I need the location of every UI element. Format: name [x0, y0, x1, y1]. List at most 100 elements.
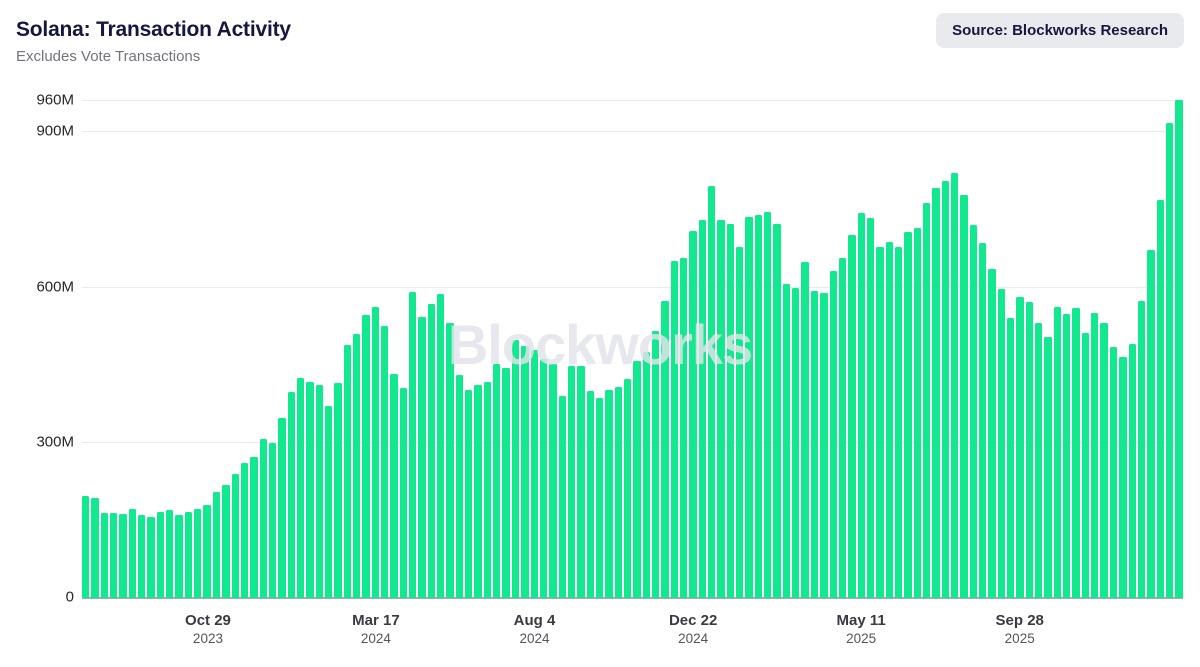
chart-title: Solana: Transaction Activity	[16, 18, 291, 41]
bar	[343, 344, 351, 598]
bar	[128, 508, 137, 598]
bar	[670, 260, 678, 598]
bar	[642, 352, 650, 598]
bar	[549, 364, 557, 598]
bar	[820, 293, 828, 598]
bar	[268, 443, 277, 598]
x-tick-label: May 11 2025	[836, 612, 885, 648]
x-tick-year: 2024	[360, 630, 391, 646]
bar	[1119, 357, 1127, 598]
bar	[91, 497, 99, 598]
bar	[334, 383, 342, 598]
bar	[1137, 300, 1146, 598]
source-badge: Source: Blockworks Research	[936, 13, 1184, 48]
bar	[427, 303, 436, 598]
bar	[708, 185, 716, 598]
bar	[810, 290, 819, 598]
bar	[651, 330, 660, 598]
bar	[409, 291, 417, 598]
bar	[614, 387, 622, 598]
y-tick-label: 900M	[36, 122, 74, 140]
bar	[848, 234, 856, 598]
y-tick-label: 960M	[36, 91, 74, 109]
bar	[474, 385, 482, 598]
bar	[689, 230, 697, 598]
bar	[792, 287, 800, 598]
bar	[287, 392, 295, 598]
bar	[698, 220, 707, 598]
bar	[857, 212, 865, 598]
x-tick-date: Sep 28	[995, 612, 1044, 629]
bar	[904, 231, 912, 598]
bar	[736, 246, 744, 598]
bar	[1035, 323, 1043, 598]
bar	[306, 382, 314, 598]
bar	[586, 391, 594, 598]
bar	[483, 382, 492, 598]
bar	[782, 283, 791, 598]
bar-series	[82, 100, 1183, 598]
bar	[829, 270, 837, 598]
x-tick-year: 2025	[1004, 630, 1035, 646]
y-tick-label: 0	[65, 588, 74, 606]
bar	[950, 172, 959, 598]
bar	[222, 485, 230, 598]
bar	[969, 224, 977, 598]
x-tick-year: 2023	[192, 630, 223, 646]
bar	[764, 211, 772, 598]
bar	[119, 514, 127, 598]
gridline	[82, 100, 1183, 101]
x-axis-baseline	[82, 597, 1183, 599]
bar	[922, 202, 931, 598]
bar	[1053, 307, 1062, 598]
bar	[1165, 123, 1174, 598]
bar	[558, 396, 566, 598]
x-tick-year: 2024	[678, 630, 709, 646]
bar	[941, 181, 949, 598]
bar	[979, 242, 987, 598]
bar	[194, 508, 202, 598]
bar	[175, 514, 183, 598]
bar	[278, 417, 286, 598]
bar	[203, 504, 211, 598]
bar	[633, 360, 641, 598]
bar	[1081, 332, 1090, 598]
bar	[595, 398, 604, 598]
bar	[212, 491, 221, 598]
bar	[530, 350, 538, 598]
chart-subtitle: Excludes Vote Transactions	[16, 48, 201, 65]
bar	[1100, 323, 1108, 598]
bar	[437, 294, 445, 598]
bar	[773, 223, 781, 598]
bar	[315, 385, 323, 598]
bar	[717, 219, 725, 598]
bar	[801, 261, 809, 598]
bar	[539, 359, 548, 598]
bar	[680, 258, 688, 598]
x-tick-year: 2025	[846, 630, 877, 646]
bar	[147, 517, 155, 598]
x-tick-date: Dec 22	[668, 612, 718, 629]
bar	[138, 515, 146, 598]
bar	[455, 374, 464, 598]
bar	[362, 314, 370, 598]
bar	[1072, 308, 1080, 598]
bar	[866, 217, 875, 598]
bar	[1025, 301, 1034, 598]
bar	[567, 366, 576, 598]
bar	[1007, 317, 1015, 598]
bar	[184, 511, 193, 598]
y-tick-label: 300M	[36, 433, 74, 451]
bar	[754, 214, 763, 598]
bar	[390, 373, 398, 598]
x-tick-date: Oct 29	[185, 612, 231, 629]
bar	[511, 340, 520, 598]
bar	[1147, 249, 1155, 598]
bar	[240, 462, 249, 598]
bar	[110, 513, 118, 598]
gridline	[82, 442, 1183, 444]
bar	[493, 364, 501, 598]
bar	[1128, 343, 1136, 598]
bar	[352, 334, 361, 598]
